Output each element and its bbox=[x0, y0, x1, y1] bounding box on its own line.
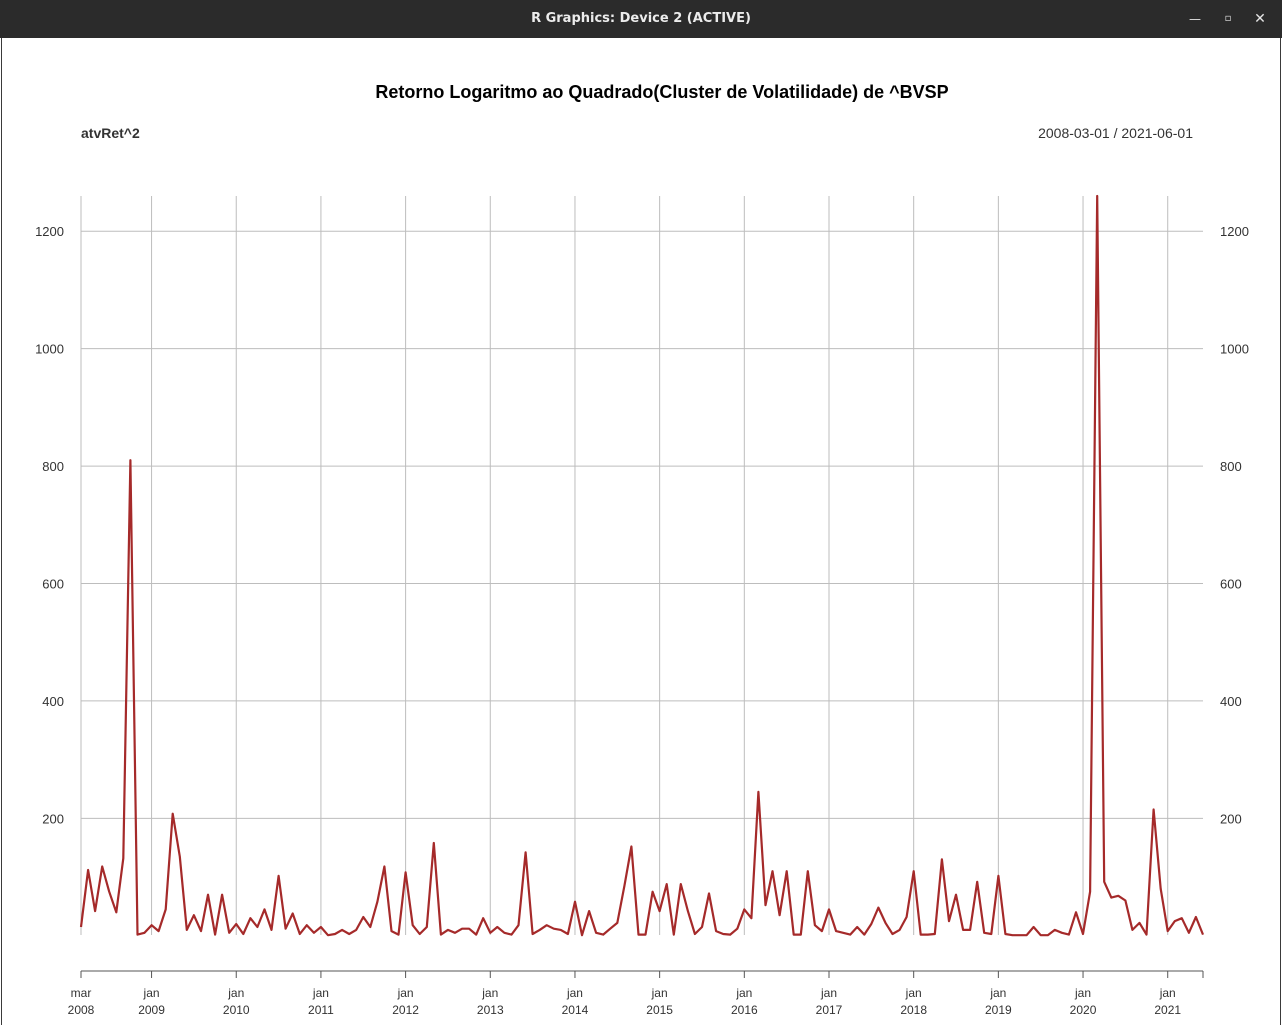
y-tick-label-right: 1200 bbox=[1220, 224, 1249, 239]
graphics-device-canvas: Retorno Logaritmo ao Quadrado(Cluster de… bbox=[1, 38, 1281, 1025]
y-tick-label-right: 600 bbox=[1220, 577, 1242, 592]
x-tick-label-month: jan bbox=[143, 986, 160, 1000]
x-tick-label-month: jan bbox=[820, 986, 837, 1000]
x-tick-label-year: 2009 bbox=[138, 1003, 165, 1017]
x-tick-label-year: 2015 bbox=[646, 1003, 673, 1017]
x-tick-label-month: jan bbox=[989, 986, 1006, 1000]
x-tick-label-year: 2021 bbox=[1154, 1003, 1181, 1017]
x-tick-label-year: 2016 bbox=[731, 1003, 758, 1017]
y-axis-right: 200 400 600 800 1000 1200 bbox=[1220, 224, 1249, 826]
x-tick-label-year: 2018 bbox=[900, 1003, 927, 1017]
close-icon[interactable]: ✕ bbox=[1254, 11, 1266, 27]
x-tick-label-month: jan bbox=[905, 986, 922, 1000]
y-tick-label-right: 400 bbox=[1220, 694, 1242, 709]
y-tick-label-right: 800 bbox=[1220, 459, 1242, 474]
x-tick-label-month: jan bbox=[735, 986, 752, 1000]
x-tick-label-month: jan bbox=[312, 986, 329, 1000]
window-titlebar: R Graphics: Device 2 (ACTIVE) — ▫ ✕ bbox=[0, 0, 1282, 38]
chart-title: Retorno Logaritmo ao Quadrado(Cluster de… bbox=[375, 82, 948, 102]
y-tick-label-left: 600 bbox=[42, 577, 64, 592]
series-label: atvRet^2 bbox=[81, 125, 140, 141]
y-tick-label-left: 800 bbox=[42, 459, 64, 474]
x-tick-label-month: jan bbox=[227, 986, 244, 1000]
x-tick-label-month: mar bbox=[71, 986, 92, 1000]
chart-svg: Retorno Logaritmo ao Quadrado(Cluster de… bbox=[35, 82, 1249, 1017]
minimize-icon[interactable]: — bbox=[1189, 12, 1201, 26]
y-tick-label-left: 400 bbox=[42, 694, 64, 709]
x-tick-label-year: 2013 bbox=[477, 1003, 504, 1017]
x-tick-label-month: jan bbox=[651, 986, 668, 1000]
x-tick-label-month: jan bbox=[481, 986, 498, 1000]
y-tick-label-left: 1200 bbox=[35, 224, 64, 239]
x-tick-label-year: 2017 bbox=[816, 1003, 843, 1017]
x-tick-label-year: 2011 bbox=[308, 1003, 334, 1017]
y-tick-label-left: 200 bbox=[42, 811, 64, 826]
x-tick-label-year: 2019 bbox=[985, 1003, 1012, 1017]
x-tick-label-year: 2014 bbox=[562, 1003, 589, 1017]
date-range-label: 2008-03-01 / 2021-06-01 bbox=[1038, 125, 1193, 141]
x-tick-label-year: 2012 bbox=[392, 1003, 419, 1017]
x-tick-label-year: 2020 bbox=[1070, 1003, 1097, 1017]
x-tick-label-month: jan bbox=[1159, 986, 1176, 1000]
x-tick-label-year: 2008 bbox=[68, 1003, 95, 1017]
x-axis: mar 2008 jan 2009 jan 2010 jan 2011 jan 2012 jan 20… bbox=[68, 970, 1204, 1017]
y-tick-label-right: 200 bbox=[1220, 811, 1242, 826]
series-line-atvret2 bbox=[79, 194, 1205, 937]
y-tick-label-right: 1000 bbox=[1220, 342, 1249, 357]
series-group bbox=[79, 194, 1205, 937]
x-tick-label-month: jan bbox=[397, 986, 414, 1000]
grid-lines bbox=[80, 196, 1203, 935]
maximize-icon[interactable]: ▫ bbox=[1224, 13, 1232, 24]
x-tick-label-month: jan bbox=[1074, 986, 1091, 1000]
x-tick-label-year: 2010 bbox=[223, 1003, 250, 1017]
y-axis-left: 200 400 600 800 1000 1200 bbox=[35, 224, 64, 826]
x-tick-label-month: jan bbox=[566, 986, 583, 1000]
y-tick-label-left: 1000 bbox=[35, 342, 64, 357]
window-title: R Graphics: Device 2 (ACTIVE) bbox=[531, 11, 751, 26]
